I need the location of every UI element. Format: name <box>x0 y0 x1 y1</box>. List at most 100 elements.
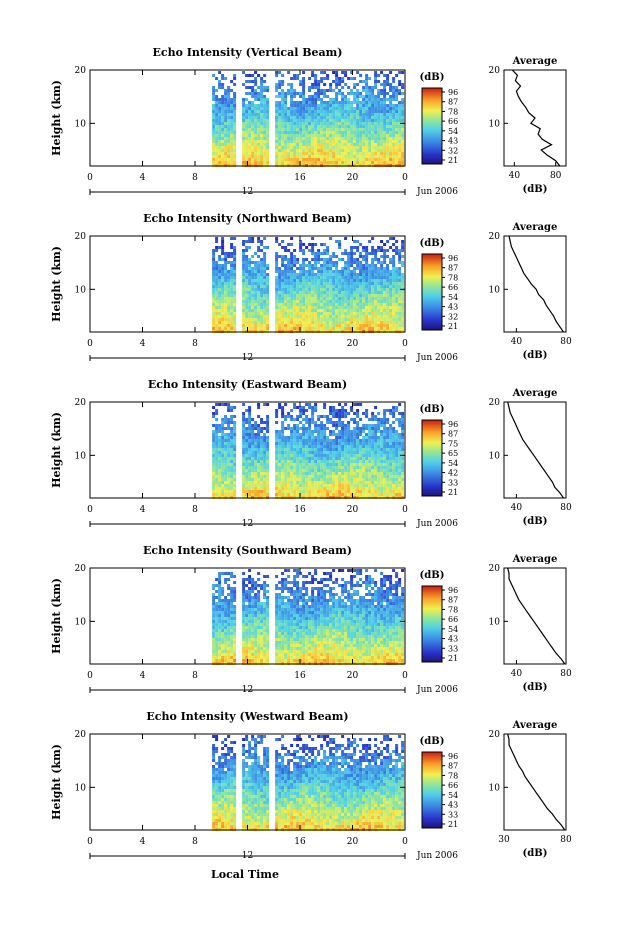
colorbar-tick-label: 32 <box>448 312 458 321</box>
average-frame <box>503 401 567 499</box>
y-axis-label: Height (km) <box>50 80 63 156</box>
colorbar <box>421 585 443 663</box>
colorbar-tick-label: 54 <box>448 459 458 468</box>
colorbar <box>421 87 443 165</box>
x-tick-label: 16 <box>294 339 306 349</box>
echo-heatmap <box>212 71 405 167</box>
x-tick-label: 16 <box>294 671 306 681</box>
colorbar-unit: (dB) <box>420 570 445 581</box>
x-tick-label: 4 <box>140 671 146 681</box>
colorbar-tick-label: 21 <box>448 322 458 331</box>
average-title: Average <box>512 222 558 233</box>
x-tick-label: 4 <box>140 339 146 349</box>
average-x-tick-label: 30 <box>498 835 510 845</box>
colorbar-tick-label: 78 <box>448 771 458 780</box>
colorbar-tick-label: 87 <box>448 430 458 439</box>
y-tick-label: 10 <box>75 451 87 461</box>
colorbar-tick-label: 96 <box>448 254 458 263</box>
average-x-label: (dB) <box>523 184 548 195</box>
average-y-tick-label: 10 <box>489 617 501 627</box>
average-x-tick-label: 40 <box>511 337 523 347</box>
average-x-tick-label: 40 <box>511 503 523 513</box>
y-tick-label: 20 <box>75 66 87 76</box>
x-tick-label: 0 <box>402 837 408 847</box>
x-tick-label: 20 <box>347 339 359 349</box>
colorbar-tick-label: 54 <box>448 127 458 136</box>
colorbar-tick-label: 32 <box>448 146 458 155</box>
panel-title: Echo Intensity (Northward Beam) <box>143 212 352 225</box>
colorbar-tick-label: 43 <box>448 635 458 644</box>
colorbar-tick-label: 43 <box>448 303 458 312</box>
average-x-tick-label: 40 <box>511 669 523 679</box>
colorbar-unit: (dB) <box>420 238 445 249</box>
average-y-tick-label: 20 <box>489 66 501 76</box>
colorbar-tick-label: 43 <box>448 801 458 810</box>
colorbar-unit: (dB) <box>420 72 445 83</box>
colorbar-tick-label: 43 <box>448 137 458 146</box>
colorbar-tick-label: 21 <box>448 820 458 829</box>
y-tick-label: 20 <box>75 564 87 574</box>
x-tick-label: 4 <box>140 505 146 515</box>
colorbar-tick-label: 54 <box>448 293 458 302</box>
average-title: Average <box>512 720 558 731</box>
colorbar <box>421 419 443 497</box>
colorbar <box>421 751 443 829</box>
y-axis-label: Height (km) <box>50 578 63 654</box>
x-tick-label: 16 <box>294 173 306 183</box>
average-profile-line <box>511 69 561 167</box>
colorbar-tick-label: 54 <box>448 791 458 800</box>
date-label: Jun 2006 <box>416 519 458 529</box>
colorbar-tick-label: 66 <box>448 283 458 292</box>
x-tick-label: 20 <box>347 671 359 681</box>
date-label: Jun 2006 <box>416 353 458 363</box>
x-tick-label: 4 <box>140 837 146 847</box>
colorbar-tick-label: 87 <box>448 264 458 273</box>
x-tick-label: 0 <box>402 173 408 183</box>
x-tick-label: 0 <box>402 339 408 349</box>
x-tick-label: 20 <box>347 173 359 183</box>
colorbar-unit: (dB) <box>420 736 445 747</box>
beam-panel-4: Echo Intensity (Westward Beam) 20 10 Height… <box>50 710 572 861</box>
average-x-tick-label: 80 <box>560 835 572 845</box>
date-label: Jun 2006 <box>416 187 458 197</box>
x-tick-label: 20 <box>347 837 359 847</box>
colorbar-tick-label: 42 <box>448 469 458 478</box>
colorbar-tick-label: 66 <box>448 781 458 790</box>
x-tick-label: 8 <box>192 173 198 183</box>
average-x-label: (dB) <box>523 848 548 859</box>
y-axis-label: Height (km) <box>50 744 63 820</box>
secondary-tick-label: 12 <box>242 353 253 363</box>
average-y-tick-label: 10 <box>489 119 501 129</box>
beam-panel-3: Echo Intensity (Southward Beam) 20 10 Heigh… <box>50 544 572 695</box>
x-tick-label: 0 <box>402 671 408 681</box>
colorbar-tick-label: 87 <box>448 762 458 771</box>
y-tick-label: 10 <box>75 783 87 793</box>
colorbar-unit: (dB) <box>420 404 445 415</box>
beam-panel-1: Echo Intensity (Northward Beam) 20 10 Heigh… <box>50 212 572 363</box>
colorbar-tick-label: 96 <box>448 420 458 429</box>
echo-heatmap <box>212 403 405 499</box>
average-y-tick-label: 10 <box>489 285 501 295</box>
y-axis-label: Height (km) <box>50 412 63 488</box>
echo-heatmap <box>212 237 405 333</box>
colorbar-tick-label: 33 <box>448 810 458 819</box>
average-y-tick-label: 10 <box>489 783 501 793</box>
colorbar-tick-label: 21 <box>448 654 458 663</box>
colorbar-tick-label: 96 <box>448 88 458 97</box>
shared-xlabel: Local Time <box>211 868 279 881</box>
colorbar-tick-label: 78 <box>448 107 458 116</box>
colorbar-tick-label: 21 <box>448 156 458 165</box>
panel-title: Echo Intensity (Westward Beam) <box>146 710 348 723</box>
x-tick-label: 0 <box>87 505 93 515</box>
colorbar <box>421 253 443 331</box>
colorbar-tick-label: 66 <box>448 117 458 126</box>
average-y-tick-label: 20 <box>489 398 501 408</box>
x-tick-label: 8 <box>192 339 198 349</box>
average-x-tick-label: 40 <box>509 171 521 181</box>
average-profile-line <box>508 235 564 333</box>
echo-heatmap <box>212 569 405 665</box>
y-tick-label: 10 <box>75 617 87 627</box>
y-tick-label: 20 <box>75 730 87 740</box>
average-y-tick-label: 10 <box>489 451 501 461</box>
average-title: Average <box>512 554 558 565</box>
